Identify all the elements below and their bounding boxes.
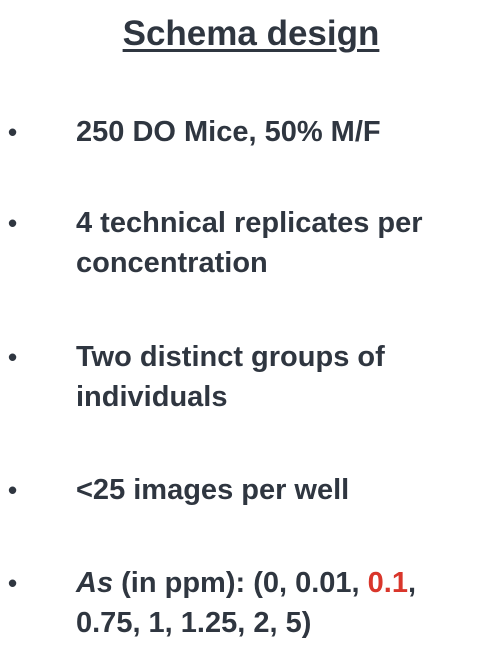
slide-title: Schema design	[122, 14, 380, 53]
bullet-line: Two distinct groups of	[76, 341, 385, 373]
bullet-line: individuals	[76, 381, 228, 413]
bullet-text: 4 technical replicates per concentration	[76, 203, 496, 283]
bullet-text: <25 images per well	[76, 470, 496, 510]
bullet-line: concentration	[76, 247, 268, 279]
bullet-point-icon: •	[8, 568, 18, 598]
bullet-line: 250 DO Mice, 50% M/F	[76, 116, 381, 148]
bullet-text: As (in ppm): (0, 0.01, 0.1, 0.75, 1, 1.2…	[76, 563, 496, 643]
bullet-text: Two distinct groups of individuals	[76, 337, 496, 417]
bullet-point-icon: •	[8, 475, 18, 505]
bullet-point-icon: •	[8, 342, 18, 372]
concentration-text-comma: ,	[408, 567, 417, 599]
bullet-point-icon: •	[8, 117, 18, 147]
bullet-text: 250 DO Mice, 50% M/F	[76, 112, 496, 152]
arsenic-label: As	[76, 567, 114, 599]
bullet-line: <25 images per well	[76, 474, 350, 506]
bullet-point-icon: •	[8, 208, 18, 238]
concentration-text-end: 0.75, 1, 1.25, 2, 5)	[76, 607, 312, 639]
bullet-line: 4 technical replicates per	[76, 207, 423, 239]
highlighted-concentration: 0.1	[367, 567, 408, 599]
concentration-text-start: (in ppm): (0, 0.01,	[113, 567, 368, 599]
